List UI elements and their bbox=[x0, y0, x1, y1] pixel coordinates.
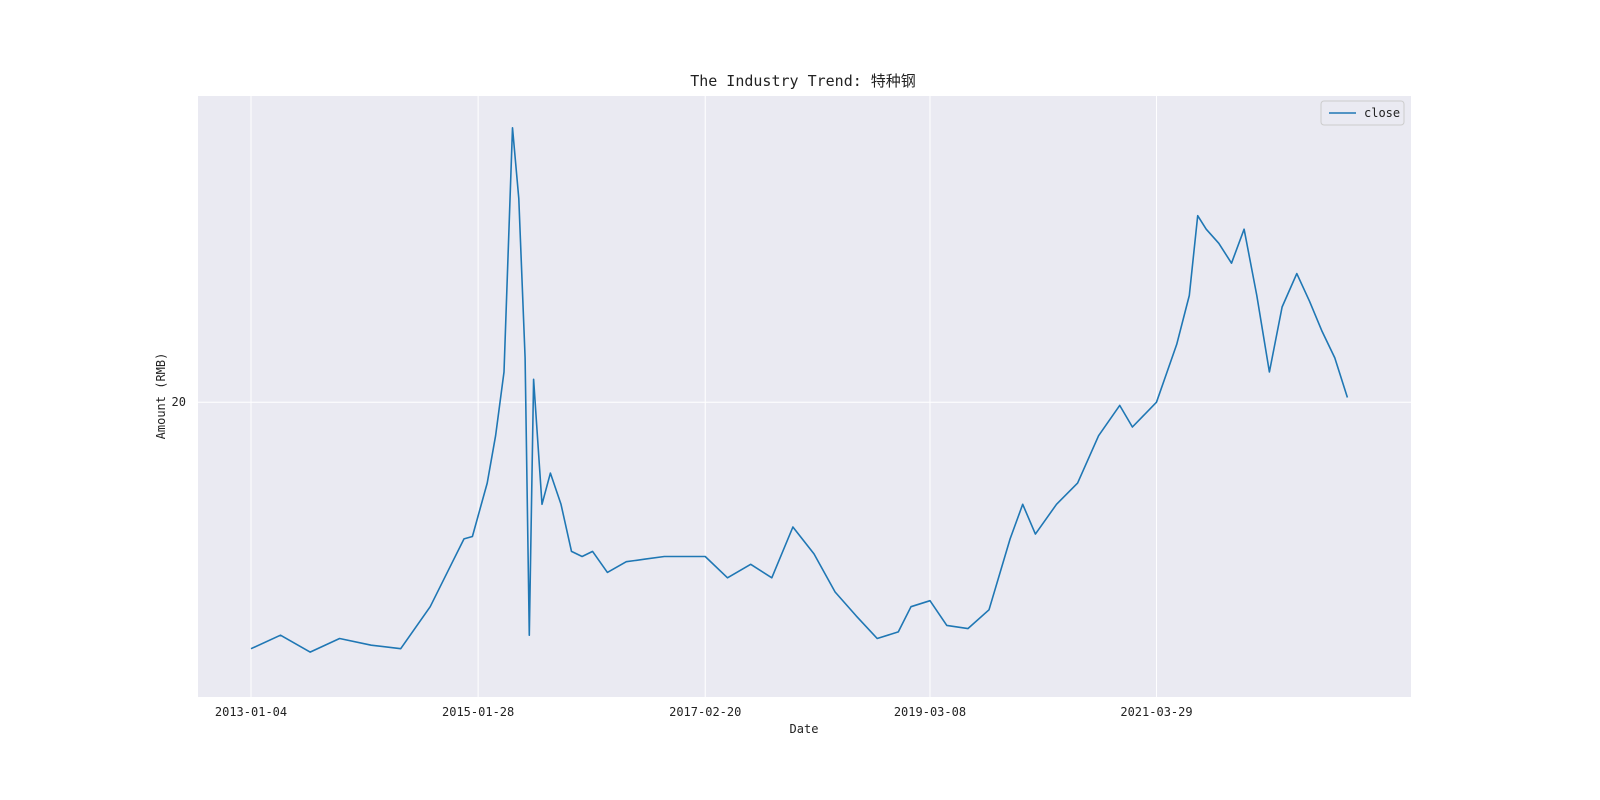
grid-lines bbox=[198, 96, 1411, 697]
y-axis-ticks: 20 bbox=[172, 395, 186, 409]
x-tick-label: 2015-01-28 bbox=[442, 705, 514, 719]
y-tick-label: 20 bbox=[172, 395, 186, 409]
x-axis-ticks: 2013-01-04 2015-01-28 2017-02-20 2019-03-08… bbox=[215, 705, 1193, 719]
legend-box bbox=[1320, 100, 1405, 126]
x-tick-label: 2021-03-29 bbox=[1120, 705, 1192, 719]
x-tick-label: 2013-01-04 bbox=[215, 705, 287, 719]
series-line-close bbox=[250, 127, 1349, 653]
y-axis-label: Amount (RMB) bbox=[154, 353, 168, 440]
legend-label-close: close bbox=[1364, 106, 1400, 120]
x-tick-label: 2017-02-20 bbox=[669, 705, 741, 719]
plot-area bbox=[198, 96, 1411, 697]
chart-title: The Industry Trend: 特种钢 bbox=[690, 72, 916, 90]
x-tick-label: 2019-03-08 bbox=[894, 705, 966, 719]
legend: close bbox=[1320, 100, 1405, 126]
x-axis-label: Date bbox=[790, 722, 819, 736]
